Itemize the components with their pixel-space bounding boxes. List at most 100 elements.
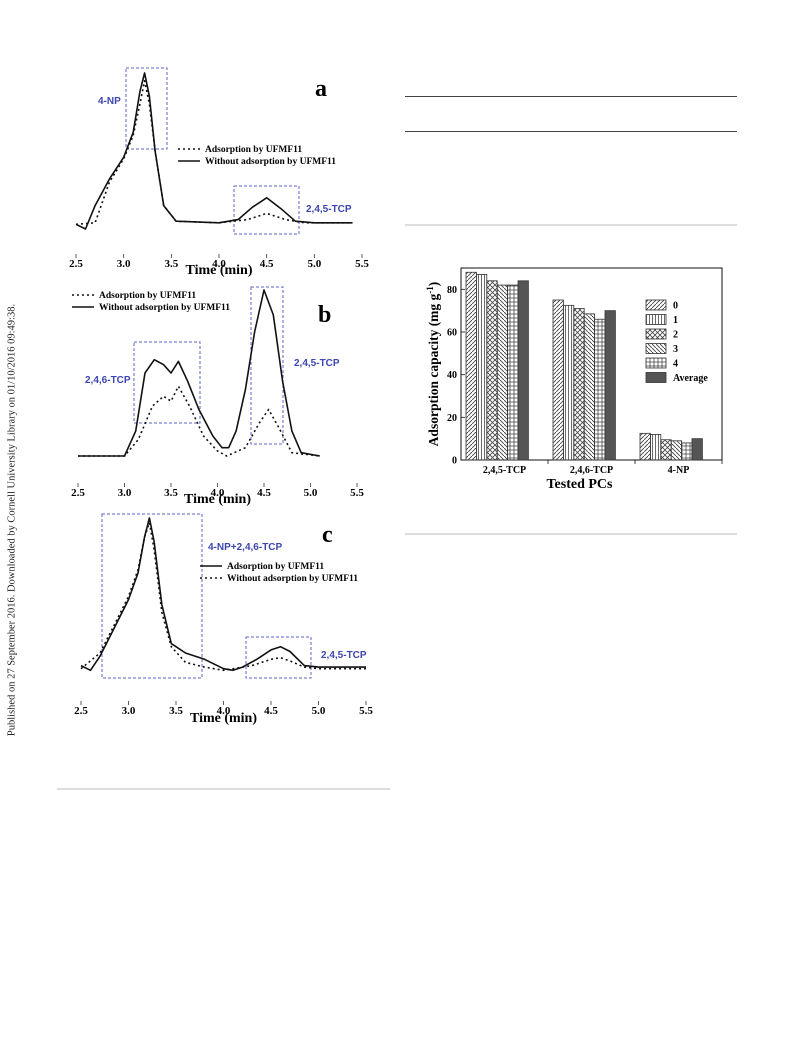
legend-label: Average — [673, 373, 708, 384]
annotation-label: 2,4,5-TCP — [306, 204, 352, 215]
x-tick-label: 3.5 — [164, 258, 178, 270]
x-axis-title: Tested PCs — [547, 477, 614, 492]
x-tick-label: 3.5 — [169, 705, 183, 717]
annotation-label: 2,4,6-TCP — [85, 375, 131, 386]
bar — [639, 432, 651, 461]
legend-swatch — [645, 372, 667, 383]
bar — [475, 273, 488, 461]
legend-label: Without adsorption by UFMF11 — [227, 574, 358, 584]
bar — [604, 310, 616, 461]
category-label: 4-NP — [668, 465, 690, 476]
bar — [670, 440, 683, 461]
y-axis-title: Adsorption capacity (mg g-1) — [425, 282, 441, 447]
x-tick-label: 5.0 — [312, 705, 326, 717]
separator-rule — [405, 224, 737, 226]
category-label: 2,4,5-TCP — [483, 465, 526, 476]
legend-label: Adsorption by UFMF11 — [205, 145, 302, 155]
legend-label: Without adsorption by UFMF11 — [99, 303, 230, 313]
separator-rule — [57, 788, 390, 790]
series-line — [80, 521, 366, 672]
x-tick-label: 2.5 — [71, 487, 85, 499]
x-tick-label: 4.5 — [260, 258, 274, 270]
separator-rule — [405, 533, 737, 535]
legend-swatch — [645, 299, 667, 311]
legend-label: 3 — [673, 344, 678, 355]
x-tick-label: 5.5 — [355, 258, 369, 270]
legend-label: Without adsorption by UFMF11 — [205, 157, 336, 167]
bar — [496, 284, 509, 461]
x-tick-label: 3.0 — [117, 258, 131, 270]
y-tick-label: 80 — [447, 285, 457, 296]
x-axis-title: Time (min) — [190, 711, 257, 726]
bar — [594, 318, 606, 461]
legend-swatch — [645, 357, 667, 369]
legend-label: 2 — [673, 330, 678, 341]
annotation-box — [245, 636, 312, 679]
legend-swatch — [645, 328, 667, 340]
x-tick-label: 3.0 — [118, 487, 132, 499]
annotation-box — [250, 286, 284, 445]
annotation-label: 2,4,5-TCP — [321, 650, 367, 661]
annotation-box — [233, 185, 300, 235]
bar — [507, 284, 519, 461]
annotation-label: 4-NP+2,4,6-TCP — [208, 542, 283, 553]
annotation-box — [133, 341, 201, 424]
annotation-box — [101, 513, 203, 679]
x-tick-label: 4.5 — [257, 487, 271, 499]
y-tick-label: 0 — [452, 456, 457, 467]
x-tick-label: 3.0 — [122, 705, 136, 717]
x-tick-label: 2.5 — [69, 258, 83, 270]
legend-label: Adsorption by UFMF11 — [99, 291, 196, 301]
chromatogram-c: 4-NP+2,4,6-TCP 2,4,5-TCP 2.5 3.0 3.5 4.0 4.5 5.… — [74, 513, 373, 726]
panel-letter: c — [322, 522, 333, 548]
x-tick-label: 5.5 — [350, 487, 364, 499]
y-tick-label: 20 — [447, 413, 457, 424]
legend-label: 1 — [673, 315, 678, 326]
x-tick-label: 4.0 — [217, 705, 231, 717]
x-tick-label: 5.5 — [359, 705, 373, 717]
bar — [583, 313, 596, 461]
x-tick-label: 4.0 — [212, 258, 226, 270]
bar — [552, 299, 564, 461]
x-tick-label: 3.5 — [164, 487, 178, 499]
bar — [465, 271, 477, 461]
series-line — [80, 517, 366, 672]
separator-rule — [405, 131, 737, 132]
y-tick-label: 40 — [447, 370, 457, 381]
x-tick-label: 5.0 — [307, 258, 321, 270]
y-tick-label: 60 — [447, 328, 457, 339]
legend-label: 4 — [673, 359, 678, 370]
annotation-label: 4-NP — [98, 96, 121, 107]
x-tick-label: 5.0 — [304, 487, 318, 499]
x-axis-title: Time (min) — [185, 263, 252, 278]
legend-swatch — [645, 343, 667, 354]
panel-letter: b — [318, 302, 331, 328]
annotation-label: 2,4,5-TCP — [294, 358, 340, 369]
series-line — [75, 72, 353, 230]
legend-label: 0 — [673, 301, 678, 312]
annotation-box — [125, 67, 168, 150]
series-line — [78, 289, 320, 457]
panel-letter: a — [315, 76, 327, 102]
x-tick-label: 4.0 — [211, 487, 225, 499]
x-tick-label: 2.5 — [74, 705, 88, 717]
bar — [563, 304, 575, 461]
bar — [650, 433, 662, 461]
chromatogram-b: 2,4,6-TCP 2,4,5-TCP 2.5 3.0 3.5 4.0 4.5 5.0 5.5 T… — [71, 286, 364, 507]
legend-swatch — [645, 314, 667, 325]
bar — [517, 280, 529, 461]
bar — [691, 438, 703, 461]
bar — [660, 439, 672, 461]
x-tick-label: 4.5 — [264, 705, 278, 717]
series-line — [78, 385, 320, 457]
separator-rule — [405, 96, 737, 97]
category-label: 2,4,6-TCP — [570, 465, 613, 476]
chromatogram-a: 4-NP 2,4,5-TCP 2.5 3.0 3.5 4.0 4.5 5.0 5.5 Time (… — [69, 67, 369, 278]
bar — [486, 280, 498, 461]
x-axis-title: Time (min) — [184, 492, 251, 507]
bar — [573, 308, 585, 461]
legend-label: Adsorption by UFMF11 — [227, 562, 324, 572]
bar — [681, 442, 693, 461]
